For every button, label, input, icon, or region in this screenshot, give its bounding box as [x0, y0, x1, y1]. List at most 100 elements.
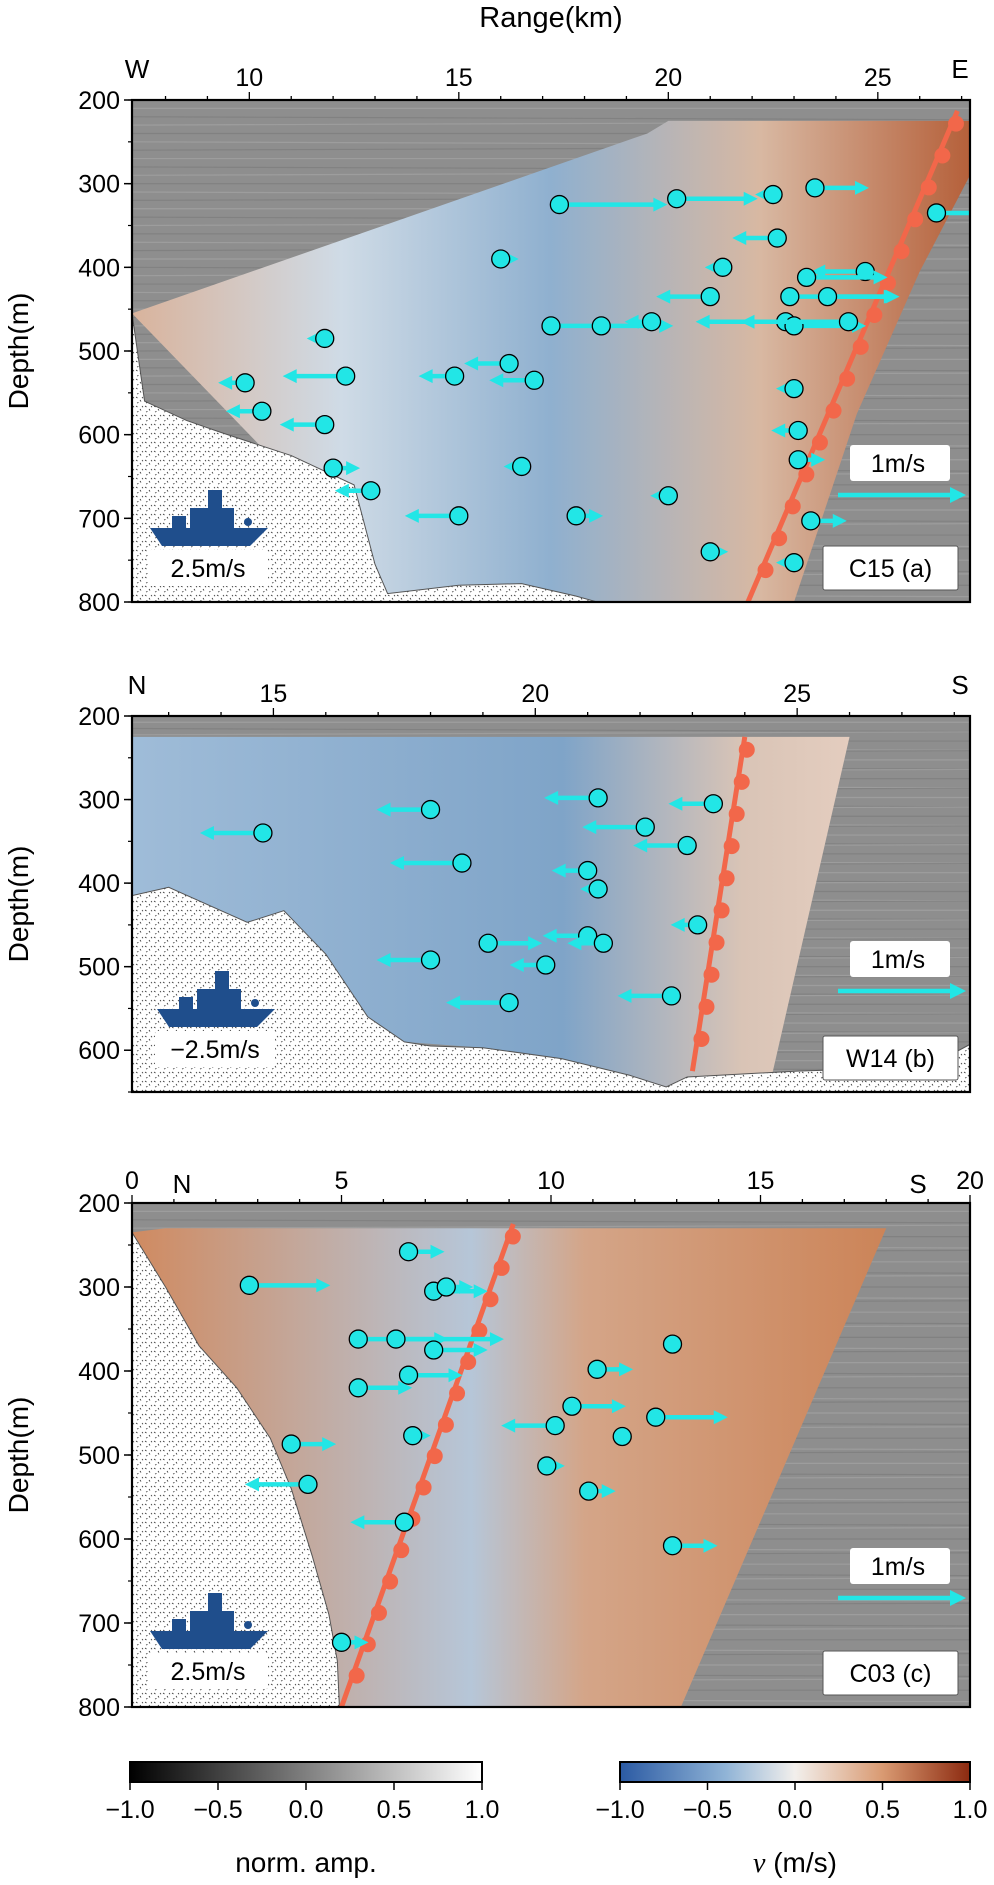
velocity-vector	[306, 328, 335, 349]
colorbar-tick-label: 1.0	[465, 1796, 500, 1824]
y-tick-label: 500	[78, 954, 120, 982]
velocity-vector	[579, 1481, 616, 1501]
velocity-vector	[244, 1474, 318, 1495]
boat-icon: 2.5m/s	[148, 1593, 268, 1689]
y-tick-label: 600	[78, 422, 120, 450]
velocity-vector	[537, 1456, 565, 1476]
velocity-vector	[348, 1378, 413, 1398]
velocity-vector	[633, 835, 697, 856]
colorbar-tick-label: −1.0	[595, 1796, 644, 1824]
velocity-vector	[403, 1426, 431, 1446]
scale-label-box	[850, 941, 950, 977]
panel-label: C03 (c)	[850, 1660, 932, 1688]
x-tick-label: 0	[125, 1167, 139, 1195]
colorbar-label: norm. amp.	[235, 1847, 377, 1878]
velocity-vector	[771, 420, 808, 441]
x-tick-label: 15	[747, 1167, 775, 1195]
fault-line	[745, 109, 964, 602]
velocity-vector	[501, 1415, 565, 1436]
velocity-vector	[670, 915, 708, 935]
boat-icon: 2.5m/s	[148, 490, 268, 586]
velocity-overlay	[132, 1228, 887, 1707]
velocity-vector	[662, 1334, 683, 1354]
colorbar-amp: −1.0 −0.5 0.0 0.5 1.0 norm. amp.	[105, 1761, 500, 1878]
y-axis-label: Depth(m)	[3, 293, 34, 410]
x-tick-label: 20	[521, 680, 549, 708]
panel-label: C15 (a)	[849, 555, 932, 583]
direction-right: E	[951, 54, 968, 84]
velocity-vector	[549, 194, 668, 215]
y-tick-label: 500	[78, 338, 120, 366]
scale-arrow: 1m/s	[838, 941, 966, 999]
velocity-vector	[386, 1329, 504, 1349]
velocity-vector	[704, 257, 733, 277]
velocity-vector	[331, 1632, 369, 1652]
scale-label: 1m/s	[871, 946, 925, 974]
y-tick-label: 300	[78, 171, 120, 199]
scale-label: 1m/s	[871, 450, 925, 478]
y-tick-label: 400	[78, 1358, 120, 1386]
velocity-vector	[580, 879, 608, 899]
direction-left: N	[128, 670, 147, 700]
velocity-vector	[446, 992, 519, 1013]
y-axis-label: Depth(m)	[3, 1397, 34, 1514]
y-tick-label: 200	[78, 87, 120, 115]
fault-line	[689, 736, 755, 1072]
panel-c: 200 300 400 500 600 700 800 0 5 10 15 20 N S Depth(m) C…	[3, 1167, 984, 1722]
velocity-vector	[617, 986, 682, 1006]
velocity-vector	[566, 506, 604, 526]
velocity-vector	[732, 228, 787, 248]
seafloor	[132, 1231, 340, 1707]
boat-icon: −2.5m/s	[155, 971, 275, 1067]
y-tick-label: 700	[78, 1610, 120, 1638]
velocity-vector	[376, 950, 441, 970]
panel-a: 200 300 400 500 600 700 800 10 15 20 25 W E Depth(m) R…	[3, 2, 972, 617]
boat-label-box	[148, 1653, 268, 1689]
velocity-vector	[624, 312, 662, 332]
velocity-vector	[667, 189, 758, 209]
plot-frame	[130, 714, 972, 1094]
scale-label-box	[850, 445, 950, 481]
velocity-vector	[646, 1407, 728, 1427]
x-tick-label: 15	[260, 680, 288, 708]
direction-left: N	[173, 1169, 192, 1199]
velocity-vector	[478, 933, 543, 953]
velocity-vector	[509, 955, 556, 975]
velocity-vector	[225, 401, 272, 421]
velocity-vector	[489, 370, 544, 390]
y-tick-label: 400	[78, 254, 120, 282]
velocity-vector	[788, 450, 826, 470]
x-tick-label: 5	[335, 1167, 349, 1195]
y-tick-label: 700	[78, 505, 120, 533]
colorbar-tick-label: 1.0	[953, 1796, 988, 1824]
y-axis-label: Depth(m)	[3, 846, 34, 963]
panel-label-box	[822, 1035, 959, 1081]
velocity-vector	[700, 542, 729, 562]
x-tick-label: 10	[235, 64, 263, 92]
velocity-vector	[796, 267, 888, 288]
velocity-vector	[436, 1277, 474, 1297]
scale-arrow: 1m/s	[838, 445, 966, 503]
boat-label: −2.5m/s	[170, 1036, 260, 1064]
velocity-vector	[334, 481, 381, 501]
seafloor	[132, 886, 970, 1092]
velocity-vector	[805, 178, 869, 198]
velocity-vector	[389, 853, 472, 873]
panel-label: W14 (b)	[846, 1045, 935, 1073]
velocity-vector	[376, 799, 441, 820]
colorbar-tick-label: 0.0	[778, 1796, 813, 1824]
x-tick-label: 25	[783, 680, 811, 708]
velocity-vector	[740, 312, 859, 332]
x-tick-label: 20	[956, 1167, 984, 1195]
colorbar-tick-label: −0.5	[193, 1796, 242, 1824]
x-tick-label: 25	[864, 64, 892, 92]
scale-label-box	[850, 1548, 950, 1584]
velocity-vector	[199, 823, 273, 843]
velocity-vector	[562, 1396, 626, 1416]
panel-label-box	[822, 545, 959, 591]
velocity-vector	[282, 366, 356, 386]
velocity-vector	[567, 933, 614, 953]
direction-right: S	[909, 1169, 926, 1199]
velocity-vector	[612, 1426, 632, 1447]
velocity-vector	[656, 286, 720, 307]
